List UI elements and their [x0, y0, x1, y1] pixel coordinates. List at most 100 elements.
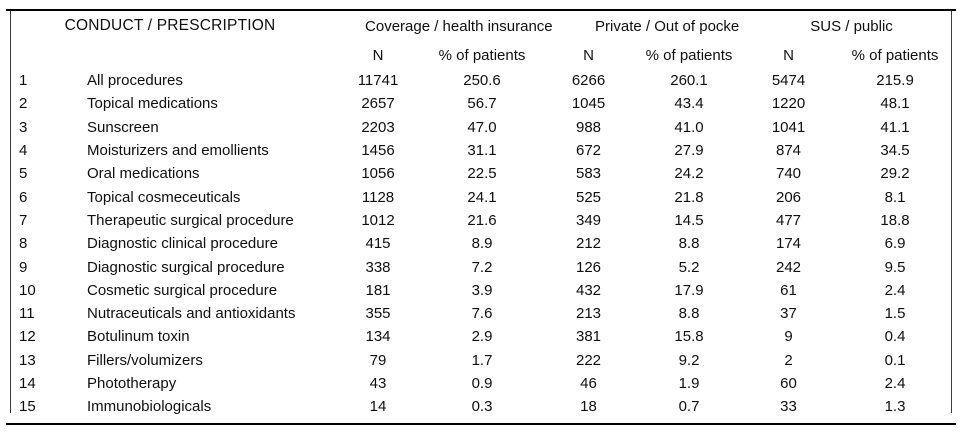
row-label: Topical cosmeceuticals [87, 188, 241, 206]
row-number: 2 [19, 95, 28, 113]
table-row: 5 Oral medications 1056 22.5 583 24.2 74… [11, 162, 951, 185]
coverage-pct-cell: 21.6 [467, 211, 497, 229]
empty-header-cell [11, 41, 77, 69]
table-row: 12 Botulinum toxin 134 2.9 381 15.8 9 0.… [11, 325, 951, 348]
table-row: 11 Nutraceuticals and antioxidants 355 7… [11, 302, 951, 325]
coverage-n-cell: 355 [365, 305, 391, 323]
sus-n-cell: 740 [776, 165, 802, 183]
row-label: Oral medications [87, 165, 200, 183]
private-pct-header: % of patients [645, 46, 733, 64]
subheader-row: N % of patients N % of patients N % of p… [11, 41, 951, 69]
table-row: 3 Sunscreen 2203 47.0 988 41.0 1041 41.1 [11, 116, 951, 139]
group-header-sus: SUS / public [810, 17, 893, 35]
row-label: Botulinum toxin [87, 328, 190, 346]
row-label: Topical medications [87, 95, 218, 113]
private-pct-cell: 43.4 [674, 95, 704, 113]
coverage-n-cell: 11741 [357, 72, 399, 90]
sus-pct-header: % of patients [851, 46, 939, 64]
table-row: 14 Phototherapy 43 0.9 46 1.9 60 2.4 [11, 372, 951, 395]
private-pct-cell: 21.8 [674, 188, 704, 206]
sus-n-cell: 61 [780, 281, 797, 299]
sus-n-header: N [783, 46, 794, 64]
group-header-row: CONDUCT / PRESCRIPTION Coverage / health… [11, 11, 951, 41]
sus-pct-cell: 0.4 [884, 328, 906, 346]
sus-n-cell: 37 [780, 305, 797, 323]
row-number: 14 [19, 375, 36, 392]
sus-pct-cell: 2.4 [884, 281, 906, 299]
row-number: 15 [19, 398, 36, 416]
table-row: 8 Diagnostic clinical procedure 415 8.9 … [11, 232, 951, 255]
coverage-pct-cell: 7.6 [471, 305, 493, 323]
sus-n-cell: 242 [776, 258, 802, 276]
coverage-pct-cell: 1.7 [471, 351, 493, 369]
coverage-pct-cell: 0.9 [471, 375, 493, 392]
row-label: Cosmetic surgical procedure [87, 281, 278, 299]
coverage-n-cell: 1012 [361, 211, 395, 229]
row-label: Phototherapy [87, 375, 177, 392]
coverage-n-cell: 1128 [361, 188, 395, 206]
row-number: 13 [19, 351, 36, 369]
private-pct-cell: 8.8 [678, 235, 700, 253]
coverage-n-cell: 181 [365, 281, 391, 299]
coverage-n-cell: 2203 [361, 118, 395, 136]
table-row: 15 Immunobiologicals 14 0.3 18 0.7 33 1.… [11, 395, 951, 418]
row-label: Sunscreen [87, 118, 159, 136]
sus-pct-cell: 215.9 [876, 72, 914, 90]
row-number: 10 [19, 281, 36, 299]
coverage-n-header: N [372, 46, 384, 64]
coverage-n-cell: 415 [365, 235, 391, 253]
private-n-cell: 349 [576, 211, 602, 229]
empty-header-cell [77, 41, 329, 69]
private-n-cell: 672 [576, 142, 602, 160]
private-pct-cell: 8.8 [678, 305, 700, 323]
private-n-cell: 381 [576, 328, 602, 346]
table-row: 7 Therapeutic surgical procedure 1012 21… [11, 209, 951, 232]
sus-pct-cell: 6.9 [884, 235, 906, 253]
sus-n-cell: 874 [776, 142, 802, 160]
table-header: CONDUCT / PRESCRIPTION Coverage / health… [11, 11, 951, 69]
row-number: 1 [19, 72, 28, 90]
coverage-pct-cell: 0.3 [471, 398, 493, 416]
sus-n-cell: 5474 [771, 72, 806, 90]
table-body: 1 All procedures 11741 250.6 6266 260.1 … [11, 69, 951, 418]
row-number: 12 [19, 328, 36, 346]
sus-pct-cell: 29.2 [880, 165, 910, 183]
sus-n-cell: 477 [776, 211, 802, 229]
private-pct-cell: 1.9 [678, 375, 700, 392]
coverage-pct-cell: 31.1 [467, 142, 497, 160]
sus-pct-cell: 48.1 [880, 95, 910, 113]
private-n-cell: 126 [576, 258, 602, 276]
private-n-cell: 212 [576, 235, 602, 253]
coverage-pct-cell: 47.0 [467, 118, 497, 136]
coverage-n-cell: 79 [369, 351, 387, 369]
row-label: Diagnostic surgical procedure [87, 258, 285, 276]
row-label: Immunobiologicals [87, 398, 212, 416]
sus-pct-cell: 1.5 [884, 305, 906, 323]
row-number: 3 [19, 118, 28, 136]
private-n-cell: 583 [576, 165, 602, 183]
coverage-n-cell: 338 [365, 258, 391, 276]
group-header-private: Private / Out of pocke [595, 17, 740, 35]
private-pct-cell: 17.9 [674, 281, 704, 299]
coverage-n-cell: 2657 [361, 95, 395, 113]
sus-pct-cell: 2.4 [884, 375, 906, 392]
table-outer-frame: CONDUCT / PRESCRIPTION Coverage / health… [6, 9, 956, 425]
private-pct-cell: 27.9 [674, 142, 704, 160]
sus-pct-cell: 34.5 [880, 142, 910, 160]
private-pct-cell: 260.1 [670, 72, 708, 90]
sus-pct-cell: 9.5 [884, 258, 906, 276]
sus-n-cell: 206 [776, 188, 802, 206]
coverage-n-cell: 14 [369, 398, 387, 416]
coverage-pct-cell: 3.9 [471, 281, 493, 299]
row-number: 9 [19, 258, 28, 276]
row-label: Fillers/volumizers [87, 351, 203, 369]
private-pct-cell: 5.2 [678, 258, 700, 276]
row-number: 7 [19, 211, 28, 229]
sus-pct-cell: 8.1 [884, 188, 906, 206]
sus-pct-cell: 0.1 [884, 351, 906, 369]
sus-pct-cell: 1.3 [884, 398, 906, 416]
table-row: 13 Fillers/volumizers 79 1.7 222 9.2 2 0… [11, 349, 951, 372]
private-n-cell: 6266 [571, 72, 606, 90]
row-label: Moisturizers and emollients [87, 142, 269, 160]
private-n-cell: 988 [576, 118, 602, 136]
